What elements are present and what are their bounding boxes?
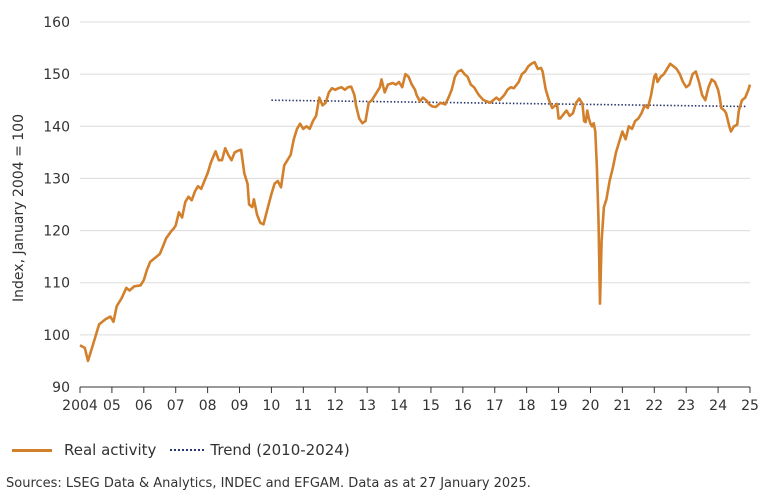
x-tick-label: 11: [294, 398, 312, 414]
y-tick-label: 150: [43, 67, 70, 83]
x-tick-label: 13: [358, 398, 376, 414]
x-tick-label: 18: [518, 398, 536, 414]
y-tick-label: 90: [52, 380, 70, 396]
legend-swatch-trend: [170, 449, 205, 451]
series-layer: [79, 60, 752, 363]
legend-swatch-real-activity: [12, 448, 52, 452]
x-tick-label: 09: [231, 398, 249, 414]
x-tick-label: 2004: [62, 398, 98, 414]
legend-item-trend: Trend (2010-2024): [170, 441, 350, 459]
x-tick-label: 17: [486, 398, 504, 414]
line-chart: 90 100 110 120 130 140 150 160 2004 05 06 07 08 09 10…: [11, 15, 759, 414]
y-tick-label: 140: [43, 119, 70, 135]
x-tick-label: 06: [135, 398, 153, 414]
legend-label-real-activity: Real activity: [64, 441, 157, 459]
x-tick-label: 14: [390, 398, 408, 414]
x-axis-ticks: 2004 05 06 07 08 09 10 11 12 13 14 15 16 17 18 19 20 21 22…: [62, 387, 759, 414]
x-tick-label: 19: [550, 398, 568, 414]
series-line-trend: [271, 99, 747, 108]
y-tick-label: 130: [43, 171, 70, 187]
y-axis-title: Index, January 2004 = 100: [11, 114, 27, 302]
x-tick-label: 12: [326, 398, 344, 414]
x-tick-label: 07: [167, 398, 185, 414]
x-tick-label: 10: [263, 398, 281, 414]
x-tick-label: 24: [709, 398, 727, 414]
y-tick-label: 100: [43, 328, 70, 344]
x-tick-label: 21: [613, 398, 631, 414]
gridlines: [80, 21, 750, 336]
x-tick-label: 08: [199, 398, 217, 414]
x-tick-label: 25: [741, 398, 759, 414]
x-tick-label: 16: [454, 398, 472, 414]
series-line-real-activity: [79, 60, 752, 363]
legend-label-trend: Trend (2010-2024): [210, 441, 350, 459]
legend: Real activity Trend (2010-2024): [12, 441, 364, 459]
x-tick-label: 20: [582, 398, 600, 414]
y-tick-label: 110: [43, 276, 70, 292]
legend-item-real-activity: Real activity: [12, 441, 156, 459]
x-tick-label: 22: [645, 398, 663, 414]
source-note: Sources: LSEG Data & Analytics, INDEC an…: [6, 476, 531, 491]
x-tick-label: 23: [677, 398, 695, 414]
x-tick-label: 15: [422, 398, 440, 414]
y-tick-label: 120: [43, 224, 70, 240]
x-tick-label: 05: [103, 398, 121, 414]
y-tick-label: 160: [43, 15, 70, 31]
y-axis-ticks: 90 100 110 120 130 140 150 160: [43, 15, 70, 396]
